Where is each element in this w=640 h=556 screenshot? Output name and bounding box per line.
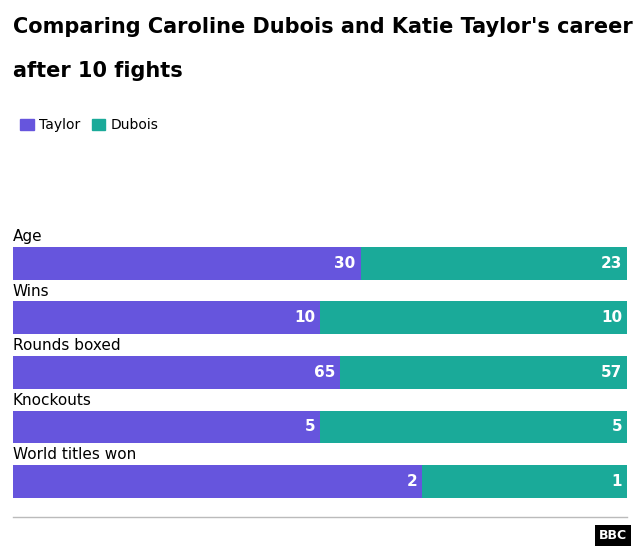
Text: 10: 10	[601, 310, 622, 325]
Text: Comparing Caroline Dubois and Katie Taylor's career: Comparing Caroline Dubois and Katie Tayl…	[13, 17, 632, 37]
Text: 57: 57	[601, 365, 622, 380]
Text: 10: 10	[294, 310, 315, 325]
Text: 23: 23	[601, 256, 622, 271]
Text: BBC: BBC	[599, 529, 627, 542]
Text: 30: 30	[335, 256, 356, 271]
Bar	[13, 356, 340, 389]
Text: Knockouts: Knockouts	[13, 393, 92, 408]
Text: 5: 5	[305, 419, 315, 434]
Bar	[13, 247, 360, 280]
Bar	[13, 465, 422, 498]
Legend: Taylor, Dubois: Taylor, Dubois	[20, 118, 159, 132]
Text: Rounds boxed: Rounds boxed	[13, 338, 120, 353]
Text: 65: 65	[314, 365, 335, 380]
Bar	[320, 301, 627, 334]
Text: 5: 5	[612, 419, 622, 434]
Text: after 10 fights: after 10 fights	[13, 61, 182, 81]
Text: World titles won: World titles won	[13, 448, 136, 463]
Bar	[422, 465, 627, 498]
Bar	[13, 301, 320, 334]
Bar	[340, 356, 627, 389]
Text: 1: 1	[612, 474, 622, 489]
Text: Wins: Wins	[13, 284, 49, 299]
Text: Age: Age	[13, 229, 42, 244]
Bar	[360, 247, 627, 280]
Bar	[13, 410, 320, 443]
Text: 2: 2	[407, 474, 417, 489]
Bar	[320, 410, 627, 443]
